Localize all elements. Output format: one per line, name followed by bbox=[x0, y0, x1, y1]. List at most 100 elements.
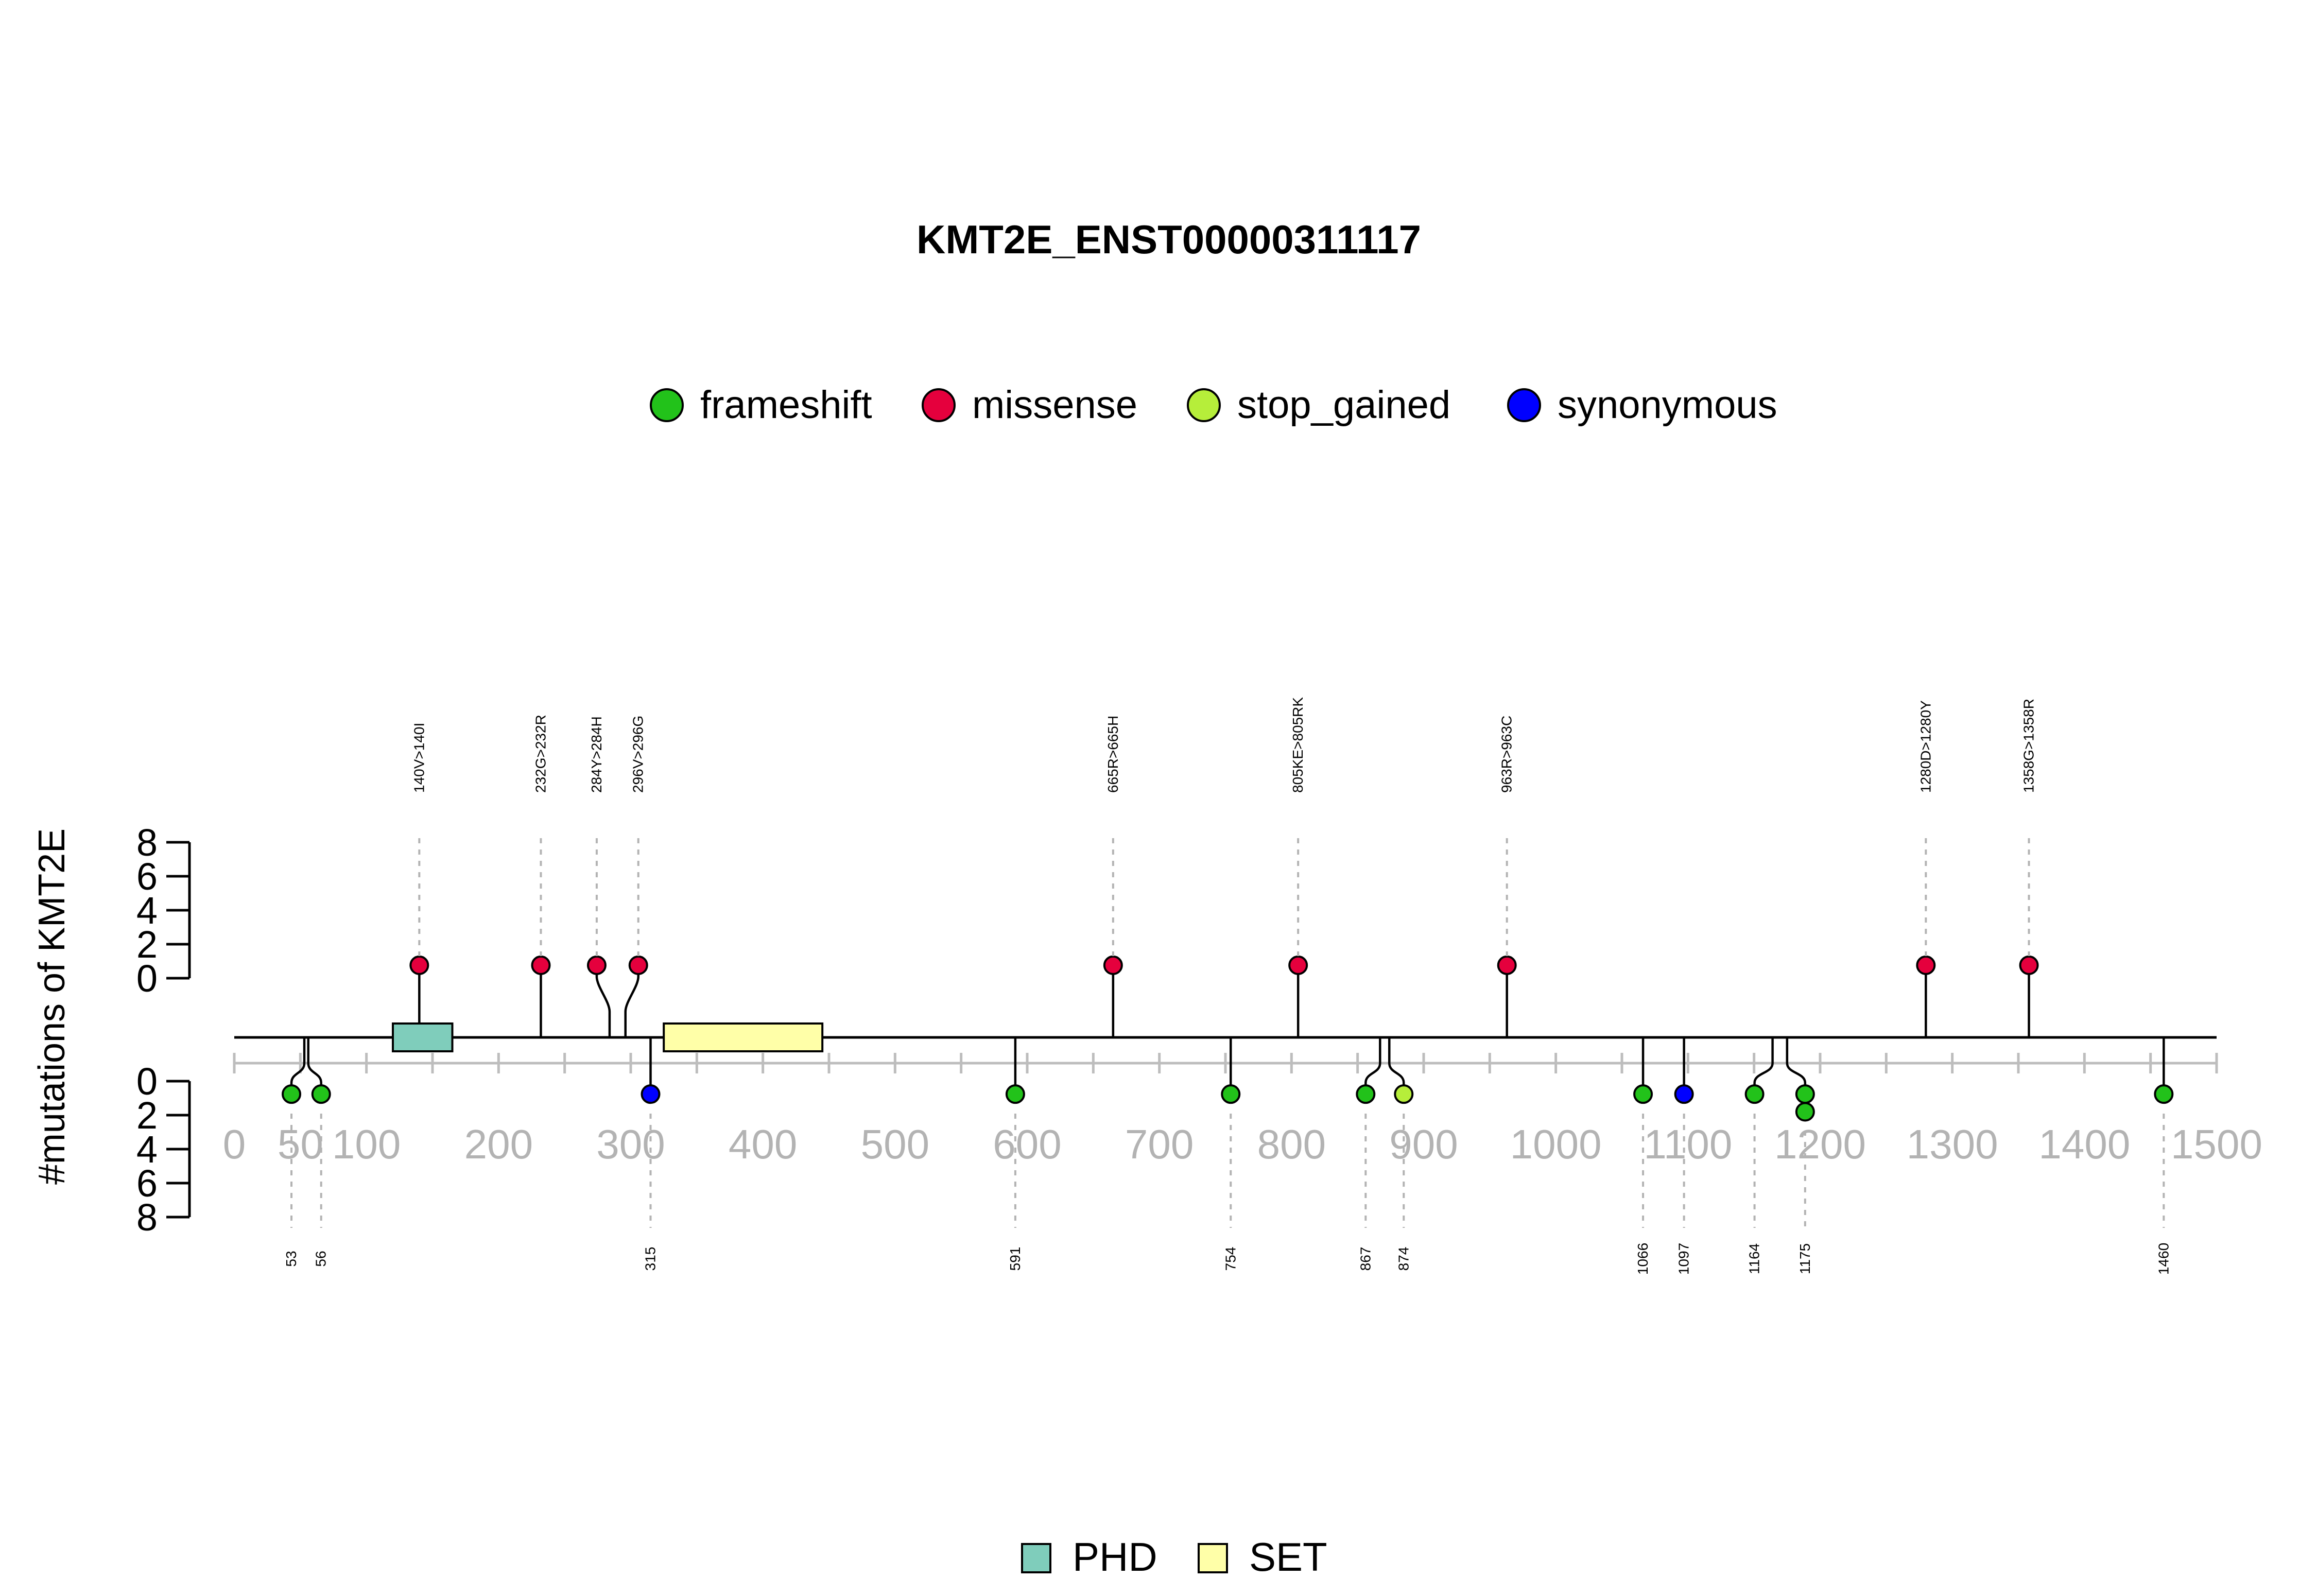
legend-label-frameshift: frameshift bbox=[700, 383, 872, 427]
y-top-tick-label: 8 bbox=[136, 821, 158, 864]
x-tick-label: 1400 bbox=[2038, 1121, 2130, 1167]
chart-title: KMT2E_ENST00000311117 bbox=[917, 217, 1421, 262]
x-tick-label: 1000 bbox=[1510, 1121, 1602, 1167]
mutation-dot-665 bbox=[1103, 955, 1123, 975]
mutation-label-805: 805KE>805RK bbox=[1290, 697, 1306, 793]
y-top-tick-label: 2 bbox=[136, 923, 158, 966]
mutation-legend: frameshift missense stop_gained synonymous bbox=[650, 383, 1777, 427]
stem-53 bbox=[290, 1037, 306, 1090]
x-tick-label: 50 bbox=[278, 1121, 323, 1167]
mutation-dot-1097 bbox=[1674, 1084, 1694, 1104]
mutation-dot-140 bbox=[409, 955, 429, 975]
mutation-dot-591 bbox=[1005, 1084, 1025, 1104]
mutation-label-315: 315 bbox=[643, 1247, 659, 1271]
mutation-dot-805 bbox=[1288, 955, 1308, 975]
stem-1175 bbox=[1786, 1037, 1807, 1090]
legend-marker-frameshift bbox=[650, 388, 684, 422]
mutation-label-1280: 1280D>1280Y bbox=[1917, 700, 1933, 793]
x-tick-label: 500 bbox=[861, 1121, 929, 1167]
mutation-dot-56 bbox=[311, 1084, 331, 1104]
bottom-mutation-labels: 53 56 315 591 754 867 874 1066 1097 1164 1175 1460 bbox=[283, 1114, 2171, 1275]
mutation-dot-754 bbox=[1221, 1084, 1241, 1104]
mutation-dot-296 bbox=[628, 955, 648, 975]
top-mutation-dots bbox=[409, 955, 2039, 975]
mutation-label-296: 296V>296G bbox=[630, 716, 646, 793]
mutation-label-1066: 1066 bbox=[1635, 1243, 1651, 1275]
x-tick-label: 1500 bbox=[2171, 1121, 2262, 1167]
x-tick-label: 900 bbox=[1389, 1121, 1458, 1167]
y-bottom-tick-label: 4 bbox=[136, 1128, 158, 1171]
y-bottom-tick-label: 0 bbox=[136, 1060, 158, 1103]
mutation-label-591: 591 bbox=[1007, 1247, 1023, 1271]
mutation-dot-1460 bbox=[2154, 1084, 2174, 1104]
mutation-label-1460: 1460 bbox=[2155, 1243, 2171, 1275]
mutation-label-665: 665R>665H bbox=[1105, 716, 1121, 793]
mutation-dot-53 bbox=[282, 1084, 302, 1104]
domain-legend-label-SET: SET bbox=[1249, 1534, 1327, 1580]
x-tick-label: 200 bbox=[464, 1121, 533, 1167]
mutation-label-1175: 1175 bbox=[1797, 1243, 1813, 1274]
mutation-label-1097: 1097 bbox=[1676, 1243, 1692, 1275]
domain-legend-swatch-SET bbox=[1198, 1543, 1228, 1573]
stem-874 bbox=[1388, 1037, 1405, 1090]
legend-marker-missense bbox=[922, 388, 956, 422]
y-bottom-tick-label: 2 bbox=[136, 1094, 158, 1137]
mutation-label-874: 874 bbox=[1395, 1247, 1411, 1271]
x-axis: 0 50 100 200 300 400 500 600 700 800 900 1000 1100 12… bbox=[223, 1053, 2262, 1167]
legend-marker-synonymous bbox=[1507, 388, 1541, 422]
mutation-label-53: 53 bbox=[283, 1251, 299, 1267]
domain-legend: PHD SET bbox=[1021, 1534, 1327, 1580]
x-tick-label: 700 bbox=[1125, 1121, 1194, 1167]
domain-PHD bbox=[392, 1022, 454, 1052]
y-bottom-tick-label: 8 bbox=[136, 1196, 158, 1239]
x-tick-label: 600 bbox=[993, 1121, 1061, 1167]
domain-legend-label-PHD: PHD bbox=[1073, 1534, 1157, 1580]
mutation-dot-232 bbox=[531, 955, 551, 975]
bottom-mutation-dots bbox=[282, 1084, 2174, 1122]
legend-label-stop_gained: stop_gained bbox=[1237, 383, 1450, 427]
stem-284 bbox=[595, 969, 611, 1037]
stem-56 bbox=[307, 1037, 322, 1090]
domain-legend-swatch-PHD bbox=[1021, 1543, 1051, 1573]
mutation-label-867: 867 bbox=[1357, 1247, 1373, 1271]
mutation-dot-1358 bbox=[2019, 955, 2039, 975]
x-tick-label: 300 bbox=[596, 1121, 665, 1167]
stem-867 bbox=[1364, 1037, 1381, 1090]
y-top-tick-label: 4 bbox=[136, 889, 158, 932]
x-tick-label: 400 bbox=[729, 1121, 797, 1167]
x-tick-label: 1300 bbox=[1907, 1121, 1998, 1167]
y-top-tick-label: 0 bbox=[136, 957, 158, 1000]
x-tick-label: 100 bbox=[332, 1121, 401, 1167]
legend-label-synonymous: synonymous bbox=[1558, 383, 1777, 427]
mutation-label-1358: 1358G>1358R bbox=[2021, 699, 2037, 793]
y-top-tick-label: 6 bbox=[136, 855, 158, 898]
mutation-label-963: 963R>963C bbox=[1499, 716, 1515, 793]
mutation-label-284: 284Y>284H bbox=[589, 716, 604, 793]
top-stems bbox=[418, 969, 2030, 1037]
mutation-label-754: 754 bbox=[1222, 1247, 1238, 1271]
mutation-label-56: 56 bbox=[313, 1251, 329, 1267]
x-tick-label: 1100 bbox=[1644, 1121, 1732, 1167]
mutation-dot-1164 bbox=[1744, 1084, 1765, 1104]
mutation-dot-315 bbox=[641, 1084, 661, 1104]
top-mutation-labels: 140V>140I 232G>232R 284Y>284H 296V>296G 665R… bbox=[411, 697, 2037, 956]
mutation-dot-867 bbox=[1356, 1084, 1376, 1104]
protein-domains bbox=[392, 1022, 824, 1052]
mutation-dot-1175 bbox=[1795, 1102, 1815, 1122]
mutation-dot-1066 bbox=[1633, 1084, 1653, 1104]
domain-SET bbox=[663, 1022, 824, 1052]
mutation-label-232: 232G>232R bbox=[532, 715, 548, 793]
x-tick-label: 1200 bbox=[1774, 1121, 1866, 1167]
stem-296 bbox=[624, 969, 639, 1037]
bottom-stems bbox=[290, 1037, 2165, 1090]
y-bottom-tick-label: 6 bbox=[136, 1162, 158, 1205]
stem-1164 bbox=[1753, 1037, 1774, 1090]
y-axis-label-group: #mutations of KMT2E bbox=[31, 828, 73, 1185]
legend-marker-stop_gained bbox=[1187, 388, 1221, 422]
mutation-dot-284 bbox=[586, 955, 607, 975]
mutation-dot-1280 bbox=[1916, 955, 1936, 975]
mutation-dot-874 bbox=[1394, 1084, 1414, 1104]
mutation-dot-963 bbox=[1497, 955, 1517, 975]
